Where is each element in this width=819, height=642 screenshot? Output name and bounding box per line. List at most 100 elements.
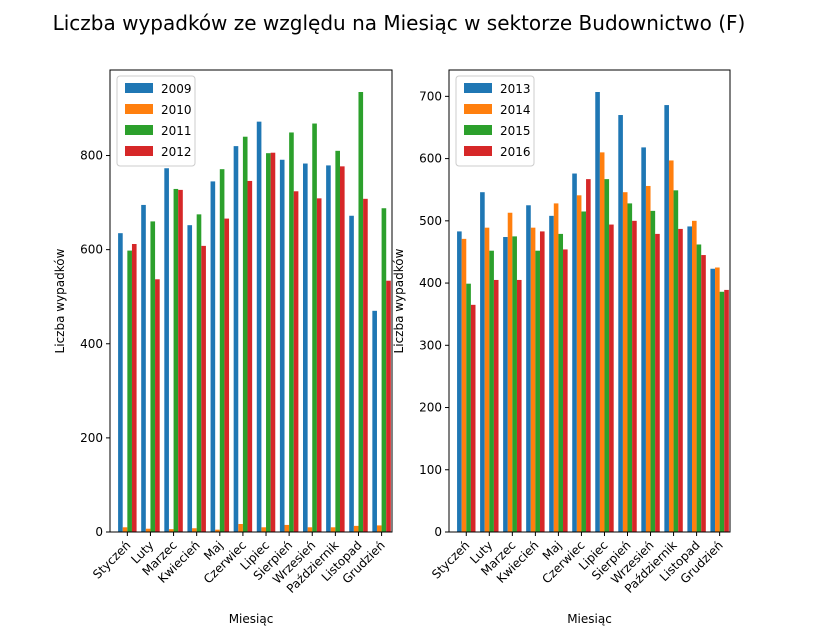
chart1-bar [363, 198, 368, 532]
chart1-bar [122, 527, 128, 532]
chart2-bar [461, 238, 467, 532]
chart1-y-tick-label: 600 [80, 243, 103, 257]
chart1-y-tick-label: 800 [80, 149, 103, 163]
chart2-bar [724, 289, 729, 532]
chart1-y-tick-label: 0 [95, 525, 103, 539]
chart2-x-tick-label: Styczeń [429, 538, 472, 581]
chart1-legend-label: 2011 [161, 124, 192, 138]
chart1-bar [210, 181, 216, 532]
chart2-bar [599, 152, 605, 532]
chart1-legend-swatch [125, 104, 153, 114]
chart2-bar [604, 179, 610, 532]
chart2-bar [489, 250, 494, 532]
chart2-bar [645, 185, 651, 532]
chart1-bar [376, 525, 382, 532]
chart1-legend-box [116, 75, 196, 167]
chart2-bar [687, 226, 692, 532]
chart1-bar [219, 169, 225, 532]
chart1-bar [261, 527, 267, 532]
chart1-bar [335, 150, 340, 532]
chart2-bar [563, 249, 568, 532]
chart2-legend-swatch [464, 125, 492, 135]
chart2-y-tick-label: 400 [419, 276, 442, 290]
chart2-bar [668, 160, 674, 532]
chart1-bar [155, 279, 160, 532]
chart2-bar [632, 220, 637, 532]
chart1-bar [196, 214, 202, 532]
chart1-bar [372, 310, 377, 532]
chart1-bar [233, 146, 239, 532]
chart1-bar [386, 280, 391, 532]
chart2-bar [627, 203, 633, 532]
chart2-bar [549, 215, 554, 532]
chart2-bar [650, 210, 656, 532]
chart1-bar [238, 524, 243, 532]
chart2-legend-box [455, 75, 535, 167]
chart2-legend-label: 2015 [500, 124, 531, 138]
chart2-bar [553, 203, 559, 532]
chart2-bar [480, 192, 485, 532]
chart2-bar [535, 250, 540, 532]
chart2-bar [696, 244, 702, 533]
chart2-bar [493, 279, 499, 532]
chart1-bar [381, 208, 387, 533]
chart1-y-axis-label: Liczba wypadków [53, 248, 67, 353]
chart1-y-tick-label: 200 [80, 431, 103, 445]
chart2-y-tick-label: 200 [419, 401, 442, 415]
chart2-bar [622, 192, 628, 532]
chart2-y-tick-label: 500 [419, 214, 442, 228]
chart2-bar [581, 211, 587, 533]
chart2-legend-label: 2013 [500, 82, 531, 96]
chart1-y-tick-label: 400 [80, 337, 103, 351]
chart1-bar [201, 245, 206, 532]
chart1-bar [118, 233, 123, 532]
chart1-bar [247, 180, 253, 532]
chart1-bar [284, 524, 290, 532]
chart1-bar [303, 163, 308, 532]
chart2-bar [692, 220, 697, 532]
chart2-bar [595, 92, 600, 532]
chart2-axes-frame [448, 69, 731, 533]
chart1-legend-swatch [125, 125, 153, 135]
chart2-bar [678, 228, 683, 533]
chart2-y-tick-label: 700 [419, 89, 442, 103]
chart2-bar [530, 227, 536, 533]
chart2-bar [503, 237, 508, 532]
chart1-bar [289, 132, 294, 532]
chart1-bar [168, 529, 174, 532]
chart1-bar [307, 527, 313, 532]
chart1-bar [266, 153, 271, 532]
chart2-bar [715, 267, 720, 532]
chart2-bar [512, 236, 517, 532]
chart1-bar [150, 221, 156, 532]
chart2-y-tick-label: 600 [419, 152, 442, 166]
chart2-legend-swatch [464, 83, 492, 93]
chart2-bar [516, 279, 522, 532]
chart1-bar [141, 204, 146, 532]
chart2-legend-label: 2016 [500, 145, 531, 159]
chart2-y-tick-label: 300 [419, 338, 442, 352]
chart2-y-axis-label: Liczba wypadków [392, 248, 406, 353]
chart1-bar [316, 198, 322, 532]
chart1-bar [358, 92, 364, 532]
chart1-bar [131, 244, 137, 532]
chart2-bar [655, 233, 660, 532]
chart1-bar [173, 188, 179, 532]
chart2-bar [609, 224, 614, 532]
chart1-bar [178, 189, 183, 532]
chart1-legend-label: 2012 [161, 145, 192, 159]
chart1-bar [330, 527, 336, 532]
chart2-bar [457, 231, 462, 532]
chart2-bar [539, 231, 545, 532]
chart1-bar [293, 191, 299, 533]
chart1-bar [349, 215, 354, 532]
chart2-bar [470, 304, 476, 532]
chart1-legend-swatch [125, 146, 153, 156]
chart1-legend-label: 2009 [161, 82, 192, 96]
chart1-legend-label: 2010 [161, 103, 192, 117]
chart2-bar [507, 212, 513, 533]
chart2-bar [572, 173, 577, 532]
chart2-legend-swatch [464, 104, 492, 114]
chart1-legend-swatch [125, 83, 153, 93]
chart2-bar [466, 283, 471, 532]
